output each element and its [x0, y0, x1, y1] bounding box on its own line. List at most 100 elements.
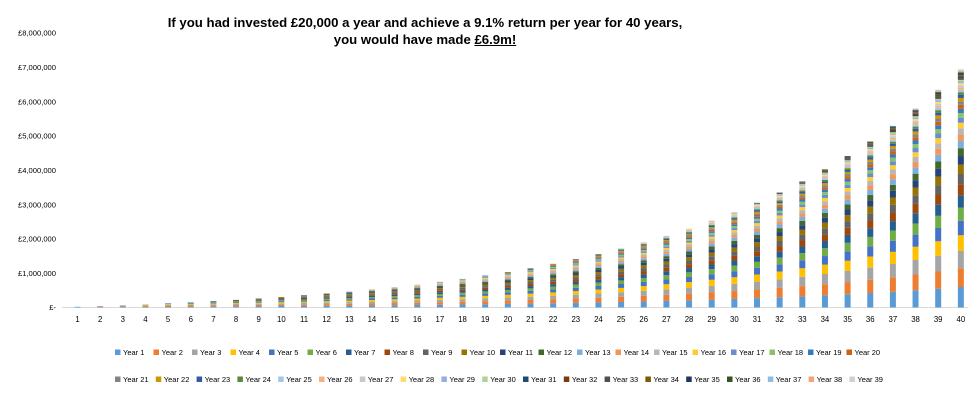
bar-segment	[844, 209, 851, 216]
bar-segment	[595, 257, 602, 259]
bar-segment	[731, 251, 738, 256]
bar-segment	[844, 251, 851, 261]
bar-segment	[504, 289, 511, 293]
bar-segment	[776, 279, 783, 288]
bar-segment	[527, 268, 534, 269]
bar-segment	[663, 256, 670, 259]
bar-segment	[640, 243, 647, 244]
bar-segment	[436, 285, 443, 287]
bar-segment	[550, 264, 557, 266]
legend-swatch	[307, 349, 313, 355]
bar-segment	[595, 266, 602, 268]
bar-segment	[346, 302, 353, 304]
bar-segment	[459, 299, 466, 302]
bar-segment	[912, 116, 919, 118]
legend-swatch	[153, 349, 159, 355]
bar-segment	[844, 227, 851, 235]
bar-segment	[799, 234, 806, 241]
legend-label: Year 17	[739, 348, 765, 357]
bar-segment	[821, 217, 828, 223]
bar-segment	[346, 303, 353, 306]
bar-segment	[799, 187, 806, 190]
bar-segment	[708, 236, 715, 239]
bar-segment	[799, 253, 806, 261]
x-tick-label: 10	[277, 315, 286, 324]
bar-segment	[572, 264, 579, 266]
legend-swatch	[278, 376, 284, 382]
bar-segment	[572, 298, 579, 303]
bar-segment	[301, 296, 307, 298]
bar-segment	[957, 89, 964, 93]
bar-segment	[776, 208, 783, 211]
bar-segment	[550, 266, 557, 267]
bar-segment	[572, 287, 579, 292]
bar-segment	[346, 291, 353, 293]
bar-segment	[504, 294, 511, 298]
bar-segment	[686, 246, 693, 249]
x-tick-label: 35	[843, 315, 852, 324]
legend-swatch	[769, 349, 775, 355]
bar-segment	[414, 302, 421, 305]
bar-segment	[844, 158, 851, 160]
bar-segment	[776, 232, 783, 237]
bar-segment	[912, 290, 919, 308]
x-tick-label: 34	[821, 315, 830, 324]
bar-segment	[889, 184, 896, 191]
bar-segment	[821, 284, 828, 296]
bar-segment	[867, 293, 874, 308]
legend-label: Year 2	[162, 348, 183, 357]
bar-segment	[278, 301, 285, 303]
bar-segment	[595, 260, 602, 262]
bar-segment	[504, 272, 511, 274]
bar-segment	[527, 273, 534, 275]
bar-segment	[867, 228, 874, 237]
legend-swatch	[654, 349, 660, 355]
bar-segment	[504, 300, 511, 304]
bar-segment	[504, 297, 511, 301]
bar-segment	[640, 256, 647, 259]
x-tick-label: 18	[458, 315, 467, 324]
bar-segment	[708, 231, 715, 233]
bar-segment	[799, 193, 806, 196]
bar-segment	[255, 299, 262, 301]
bar-segment	[663, 238, 670, 240]
bar-segment	[595, 258, 602, 260]
bar-segment	[799, 216, 806, 221]
bar-segment	[504, 287, 511, 290]
bar-segment	[323, 295, 330, 297]
bar-segment	[844, 282, 851, 295]
bar-segment	[867, 167, 874, 171]
bar-segment	[210, 302, 217, 304]
bar-segment	[867, 153, 874, 156]
bar-segment	[821, 274, 828, 285]
bar-segment	[640, 260, 647, 263]
bar-segment	[686, 300, 693, 308]
bar-segment	[867, 143, 874, 145]
bar-segment	[708, 246, 715, 250]
x-tick-label: 29	[707, 315, 716, 324]
bar-segment	[889, 157, 896, 162]
bar-segment	[663, 294, 670, 301]
bar-segment	[436, 288, 443, 290]
bar-segment	[889, 134, 896, 137]
bar-segment	[821, 175, 828, 177]
bar-segment	[550, 303, 557, 308]
bar-segment	[754, 289, 760, 299]
bar-segment	[912, 234, 919, 247]
bar-segment	[821, 174, 828, 176]
bar-segment	[844, 234, 851, 243]
bar-segment	[640, 265, 647, 269]
legend-swatch	[500, 349, 506, 355]
bar-segment	[912, 274, 919, 291]
bar-segment	[255, 304, 262, 307]
bar-segment	[572, 259, 579, 260]
bar-segment	[844, 165, 851, 167]
bar-segment	[391, 291, 398, 293]
bar-segment	[867, 146, 874, 148]
bar-segment	[957, 74, 964, 76]
bar-segment	[776, 218, 783, 222]
bar-segment	[799, 184, 806, 186]
bar-segment	[731, 217, 738, 219]
bar-segment	[935, 154, 942, 162]
bar-segment	[912, 246, 919, 261]
